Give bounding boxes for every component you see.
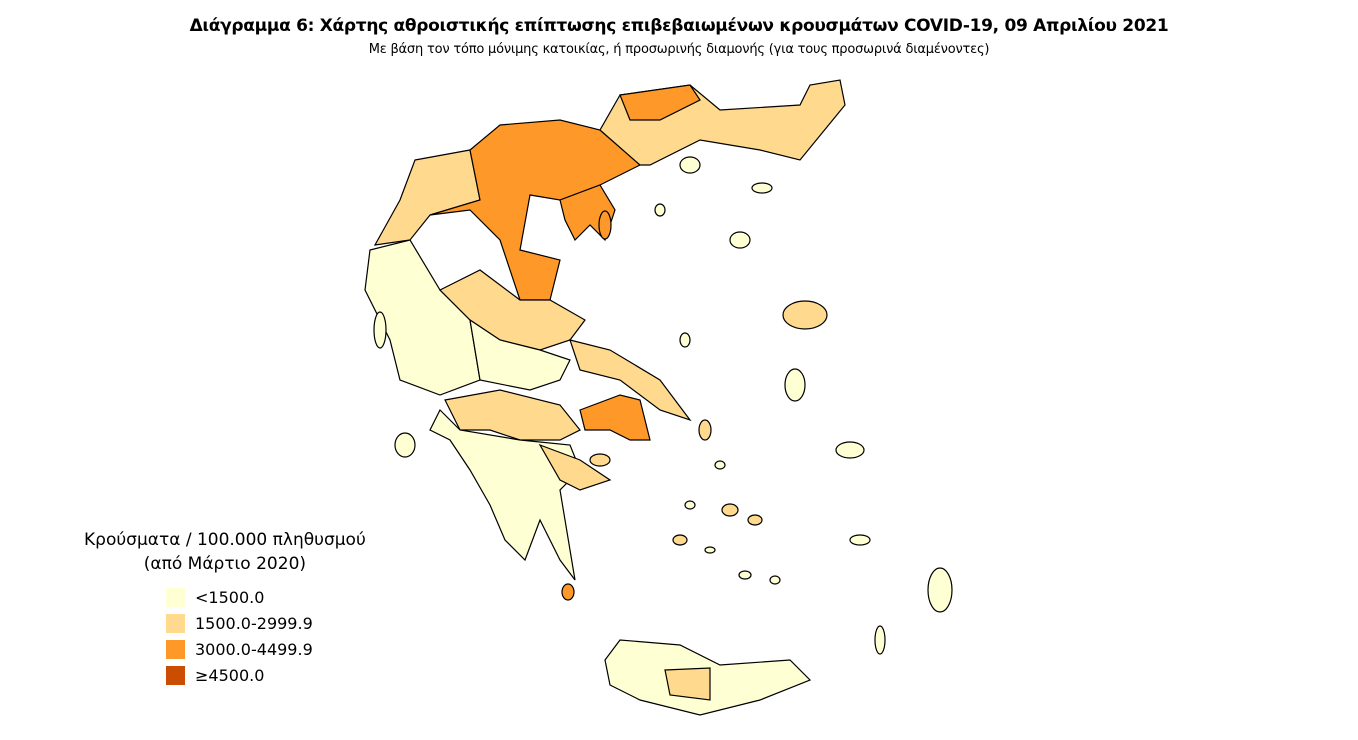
- island-area: [589, 453, 611, 467]
- region-area: [469, 318, 571, 391]
- island-area: [654, 203, 666, 217]
- legend-swatch: [166, 639, 185, 659]
- island-area: [769, 575, 781, 585]
- island-area: [704, 546, 716, 554]
- region-area: [569, 339, 692, 422]
- island-area: [373, 311, 387, 349]
- island-area: [684, 500, 696, 510]
- region-area: [664, 667, 711, 701]
- island-area: [782, 300, 828, 330]
- legend-label: 1500.0-2999.9: [195, 613, 313, 633]
- legend-label: 3000.0-4499.9: [195, 639, 313, 659]
- legend-subtitle: (από Μάρτιο 2020): [143, 554, 307, 574]
- island-area: [698, 419, 712, 441]
- island-area: [747, 514, 763, 526]
- island-area: [784, 368, 806, 402]
- region-area: [429, 119, 642, 301]
- legend-item: <1500.0: [166, 584, 366, 610]
- legend-item: 3000.0-4499.9: [166, 636, 366, 662]
- legend-item: 1500.0-2999.9: [166, 610, 366, 636]
- region-area: [538, 443, 612, 491]
- map-subtitle: Με βάση τον τόπο μόνιμης κατοικίας, ή πρ…: [368, 42, 990, 57]
- island-area: [835, 441, 865, 459]
- island-area: [561, 583, 575, 601]
- legend-label: ≥4500.0: [195, 665, 265, 685]
- region-area: [429, 408, 581, 581]
- island-area: [849, 534, 871, 546]
- island-area: [714, 460, 726, 470]
- island-area: [672, 534, 688, 546]
- region-area: [619, 84, 701, 121]
- region-area: [444, 389, 581, 441]
- legend-item: ≥4500.0: [166, 662, 366, 688]
- map-title: Διάγραμμα 6: Χάρτης αθροιστικής επίπτωση…: [189, 16, 1169, 36]
- legend-swatch: [166, 587, 185, 607]
- island-area: [394, 432, 416, 458]
- island-area: [729, 231, 751, 249]
- region-area: [373, 149, 481, 246]
- legend-swatch: [166, 665, 185, 685]
- island-area: [679, 332, 691, 348]
- legend-label: <1500.0: [195, 587, 265, 607]
- island-area: [751, 182, 773, 194]
- island-area: [598, 210, 612, 240]
- region-area: [579, 394, 651, 441]
- island-area: [721, 503, 739, 517]
- island-area: [874, 625, 886, 655]
- island-area: [738, 570, 752, 580]
- legend: Κρούσματα / 100.000 πληθυσμού (από Μάρτι…: [84, 528, 366, 688]
- legend-title: Κρούσματα / 100.000 πληθυσμού: [84, 530, 366, 550]
- island-area: [679, 156, 701, 174]
- legend-swatch: [166, 613, 185, 633]
- island-area: [927, 567, 953, 613]
